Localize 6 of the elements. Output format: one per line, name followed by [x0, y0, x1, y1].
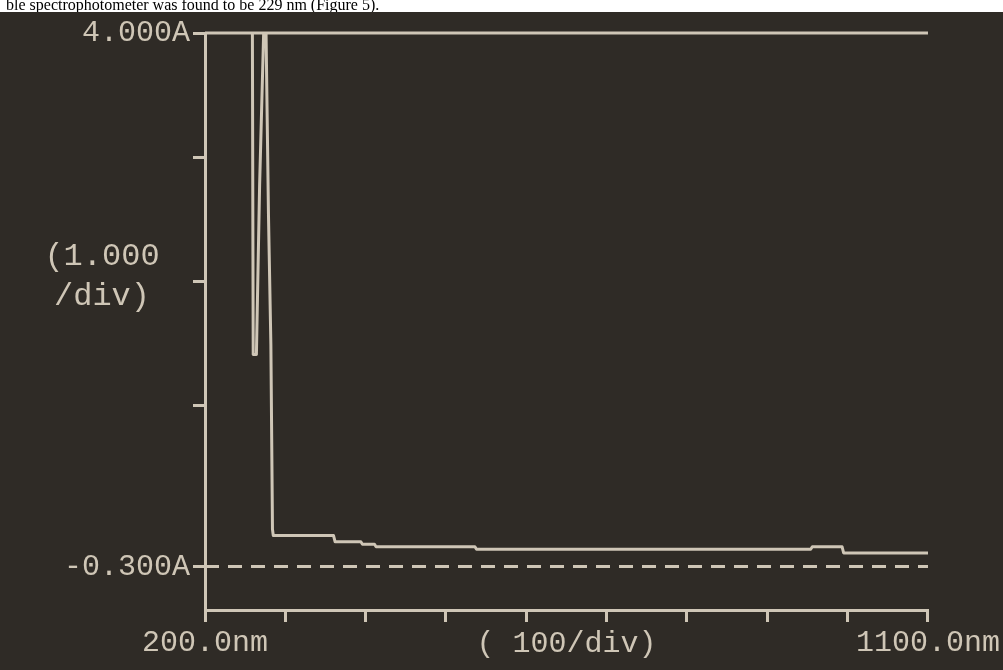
x-tick-label: 1100.0nm: [855, 625, 1000, 660]
y-axis-title: (1.000 /div): [43, 237, 161, 317]
x-tick-label: 200.0nm: [141, 625, 269, 660]
x-axis-title: ( 100/div): [476, 626, 657, 661]
y-tick-label: 4.000A: [81, 15, 190, 50]
y-tick-label: -0.300A: [63, 549, 190, 584]
